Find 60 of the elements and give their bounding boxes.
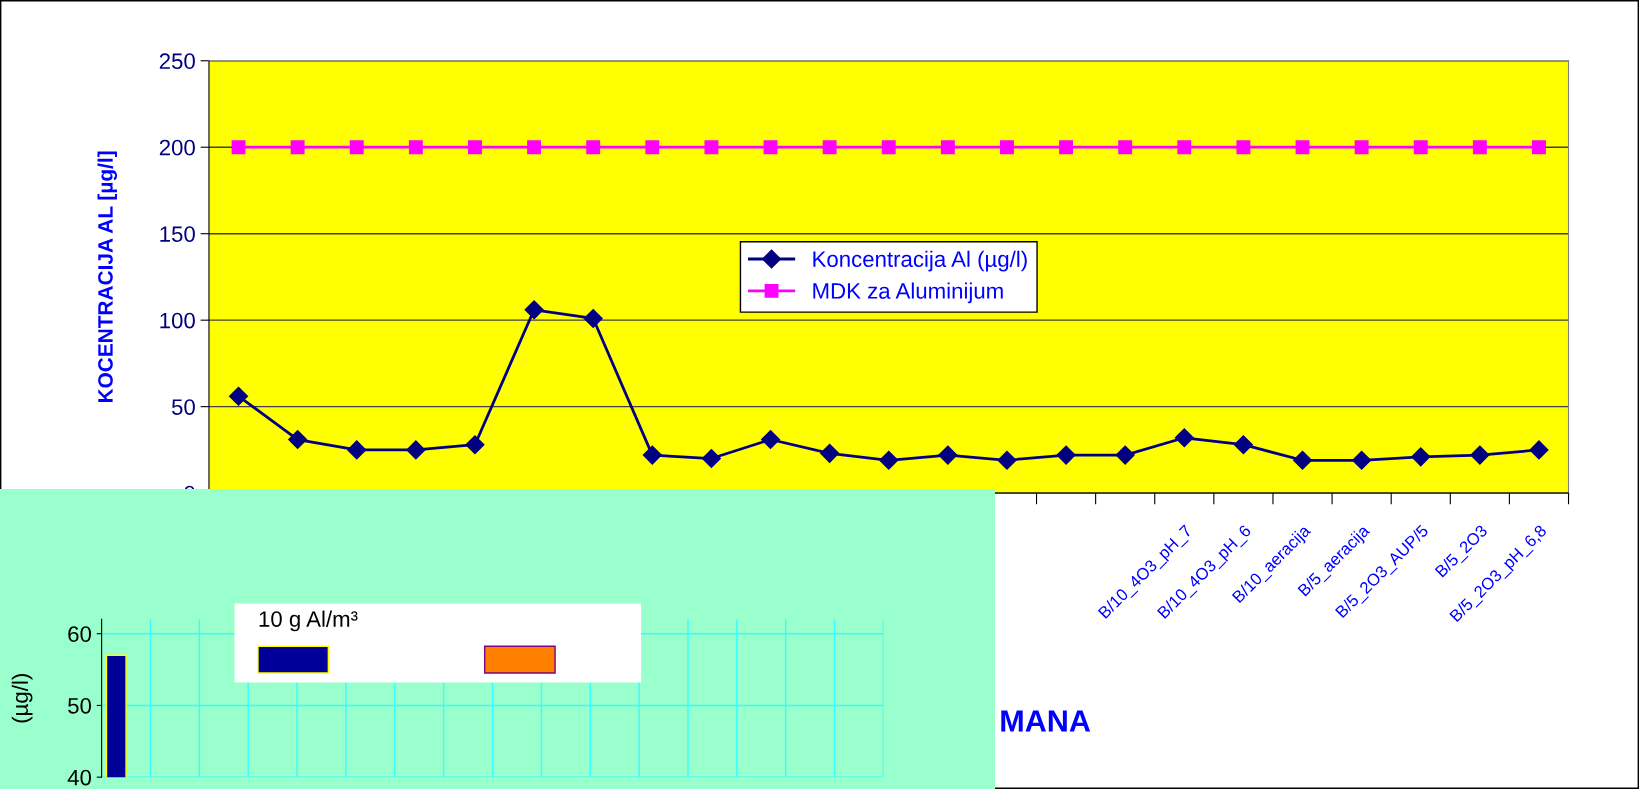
legend-label: Koncentracija Al (µg/l)	[813, 250, 1027, 272]
point	[1056, 445, 1076, 465]
point	[1529, 440, 1549, 460]
point	[645, 140, 660, 155]
point	[879, 450, 899, 470]
point	[1352, 450, 1372, 470]
point	[763, 140, 778, 155]
point	[524, 300, 544, 320]
point	[1472, 140, 1487, 155]
point	[1236, 140, 1251, 155]
point	[1354, 140, 1369, 155]
point	[468, 140, 482, 155]
point	[1174, 428, 1194, 448]
legend-title: 10 g Al/m³	[259, 610, 358, 632]
point	[881, 140, 896, 155]
y-tick-label: 50	[68, 697, 92, 714]
point	[1000, 140, 1014, 155]
y-tick-label: 50	[171, 399, 195, 415]
point	[820, 443, 840, 463]
point	[642, 445, 662, 465]
legend-label: MDK za Aluminijum	[813, 282, 1003, 304]
y-axis-title: KOCENTRACIJA AL [µg/l]	[97, 151, 118, 403]
point	[1411, 447, 1431, 467]
point	[1532, 140, 1546, 155]
point	[586, 140, 601, 155]
point	[465, 435, 485, 455]
point	[1413, 140, 1428, 155]
point	[231, 140, 246, 155]
point	[1177, 140, 1192, 155]
point	[997, 450, 1017, 470]
point	[288, 429, 308, 450]
point	[347, 440, 367, 460]
point	[290, 140, 305, 155]
y-tick-label: 40	[67, 769, 92, 786]
point	[527, 140, 542, 155]
y-tick-label: 200	[159, 139, 195, 156]
point	[583, 308, 603, 328]
point	[940, 140, 955, 155]
y-tick-label: 250	[159, 53, 195, 70]
y-axis-title: (µg/l)	[11, 674, 33, 723]
point	[349, 140, 364, 155]
point	[760, 429, 781, 450]
point	[701, 449, 721, 469]
point	[1295, 140, 1310, 155]
point	[228, 386, 249, 406]
point	[1233, 435, 1253, 455]
point	[1115, 445, 1135, 465]
point	[408, 140, 423, 155]
y-tick-label: 60	[68, 626, 92, 642]
point	[1470, 445, 1490, 465]
point	[1118, 140, 1133, 155]
point	[406, 440, 426, 460]
point	[1059, 140, 1074, 155]
y-tick-label: 150	[160, 226, 195, 242]
point	[822, 140, 837, 155]
point	[938, 445, 958, 465]
x-axis-title: MANA	[1001, 710, 1091, 732]
point	[1292, 450, 1313, 470]
y-tick-label: 100	[160, 312, 195, 329]
point	[704, 140, 719, 155]
